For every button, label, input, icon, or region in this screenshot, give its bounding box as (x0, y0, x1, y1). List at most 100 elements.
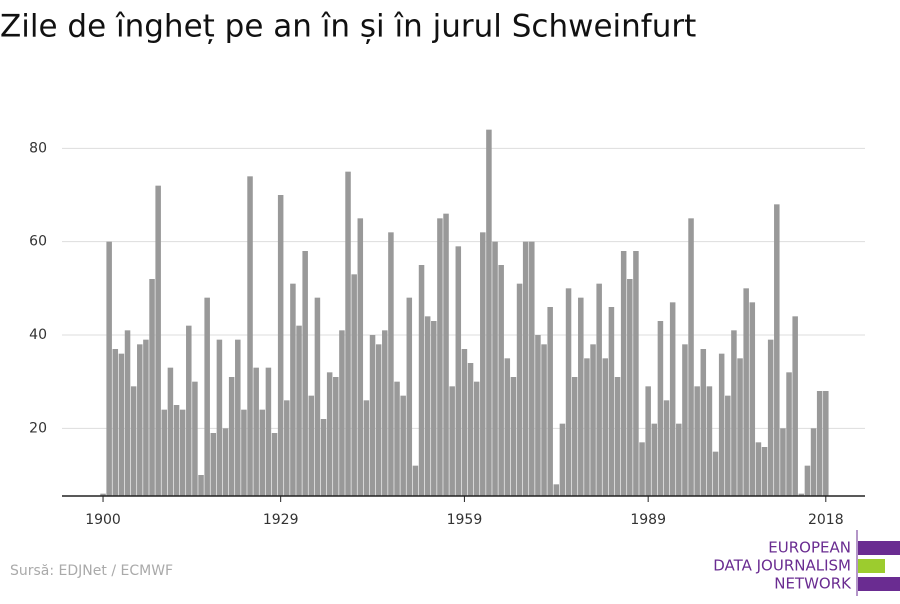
bar (302, 251, 308, 496)
bar (253, 367, 259, 496)
bar (228, 377, 235, 496)
bar (412, 465, 419, 496)
bar (718, 353, 725, 496)
bar (375, 344, 382, 496)
bar (339, 330, 345, 496)
bar (663, 400, 670, 496)
bar (565, 288, 572, 496)
bar (688, 218, 694, 497)
bar (437, 218, 443, 497)
bar (486, 129, 492, 496)
bar (614, 377, 621, 496)
bar (553, 484, 560, 496)
bar (516, 283, 523, 496)
bar (143, 339, 149, 496)
bar (271, 433, 278, 496)
bar (449, 386, 455, 496)
bar (602, 358, 609, 496)
bar (633, 251, 639, 496)
bar (161, 409, 168, 496)
bar (247, 176, 253, 497)
bar (155, 185, 161, 496)
bar (798, 493, 805, 496)
bar (669, 302, 676, 496)
bar (535, 335, 541, 496)
bar (369, 335, 376, 496)
bar (823, 391, 829, 496)
bar (424, 316, 431, 496)
bar (363, 400, 370, 496)
x-tick-label: 1900 (85, 512, 121, 528)
bar (455, 246, 462, 496)
bar (522, 241, 529, 496)
bar (100, 493, 106, 496)
bar (504, 358, 511, 496)
bar (780, 428, 786, 496)
bar (547, 307, 553, 496)
bar (737, 358, 743, 496)
bar (406, 297, 413, 496)
bar (320, 419, 327, 496)
bar (192, 381, 198, 496)
bar (235, 339, 241, 496)
logo-bar (858, 541, 900, 555)
bar (284, 400, 290, 496)
bar (333, 377, 339, 496)
bar (204, 297, 210, 496)
bar (382, 330, 388, 496)
bar (596, 283, 602, 496)
bar (130, 386, 137, 496)
bar (443, 213, 449, 496)
bar (774, 204, 780, 497)
bar (498, 265, 504, 496)
x-tick-label: 1959 (447, 512, 483, 528)
y-tick-label: 60 (29, 234, 47, 250)
bar (510, 377, 517, 496)
bar (492, 241, 498, 496)
bar (106, 241, 112, 496)
bar (473, 381, 480, 496)
bar (290, 283, 296, 496)
bar (345, 171, 351, 496)
bar (639, 442, 645, 496)
bar (186, 325, 192, 496)
bar (767, 339, 774, 496)
bar (706, 386, 713, 496)
bar (388, 232, 394, 497)
bar (173, 405, 180, 496)
y-tick-label: 20 (29, 420, 47, 436)
bar (786, 372, 792, 496)
bar (400, 395, 406, 496)
bar (578, 297, 584, 496)
logo-bar (858, 559, 885, 573)
bar (326, 372, 333, 496)
bar (179, 409, 186, 496)
bar (620, 251, 627, 496)
bar (431, 321, 437, 496)
bar (149, 279, 155, 496)
bar (357, 218, 364, 497)
x-tick-label: 2018 (808, 512, 844, 528)
bar (810, 428, 817, 496)
chart-title: Zile de îngheț pe an în și în jurul Schw… (0, 9, 696, 45)
bar (651, 423, 658, 496)
bar (216, 339, 223, 496)
bar (761, 447, 768, 496)
y-tick-label: 40 (29, 327, 47, 343)
bar (461, 349, 468, 496)
bar (712, 451, 719, 496)
bar (418, 265, 425, 496)
bar (259, 409, 266, 496)
bar (265, 367, 272, 496)
bar (112, 349, 119, 496)
bar (743, 288, 749, 496)
source: Sursă: EDJNet / ECMWF (10, 563, 173, 579)
logo-text: NETWORK (774, 575, 852, 593)
bar (608, 307, 615, 496)
bar (816, 391, 823, 496)
bar (731, 330, 737, 496)
bar (467, 363, 474, 496)
bar (676, 423, 682, 496)
bar (210, 433, 217, 496)
